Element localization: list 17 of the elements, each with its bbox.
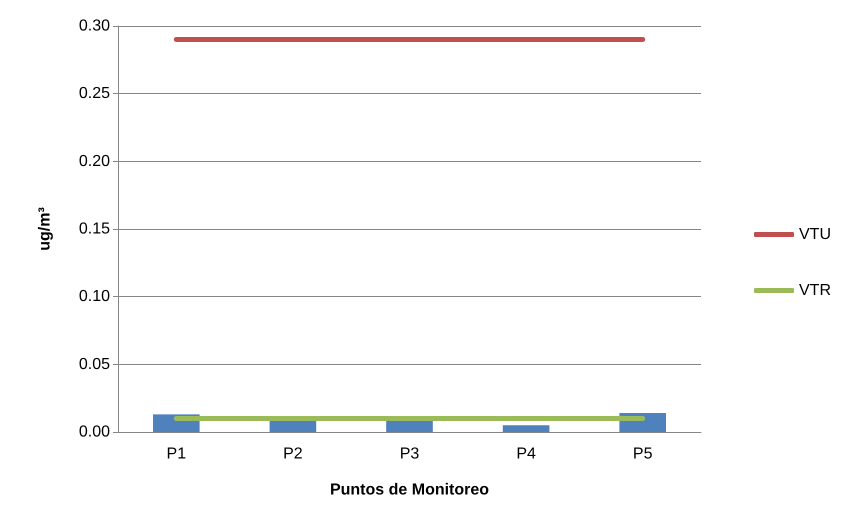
x-tick-label: P5 (632, 446, 653, 462)
y-tick-label: 0.20 (78, 152, 110, 170)
x-tick-label: P4 (516, 446, 536, 462)
y-axis-title: ug/m³ (36, 207, 54, 251)
legend-label: VTR (799, 282, 831, 299)
y-tick-label: 0.05 (78, 356, 110, 373)
y-tick-label: 0.15 (78, 220, 110, 238)
x-tick-label: P2 (283, 446, 303, 462)
x-tick-label: P1 (166, 446, 186, 462)
y-tick-label: 0.30 (78, 18, 110, 34)
x-axis-title: Puntos de Monitoreo (330, 482, 490, 498)
y-tick-label: 0.10 (78, 288, 110, 306)
y-tick-label: 0.25 (78, 85, 110, 102)
legend-label: VTU (799, 226, 831, 243)
y-tick-label: 0.00 (78, 424, 110, 440)
bar (502, 425, 550, 432)
x-tick-label: P3 (400, 446, 420, 462)
